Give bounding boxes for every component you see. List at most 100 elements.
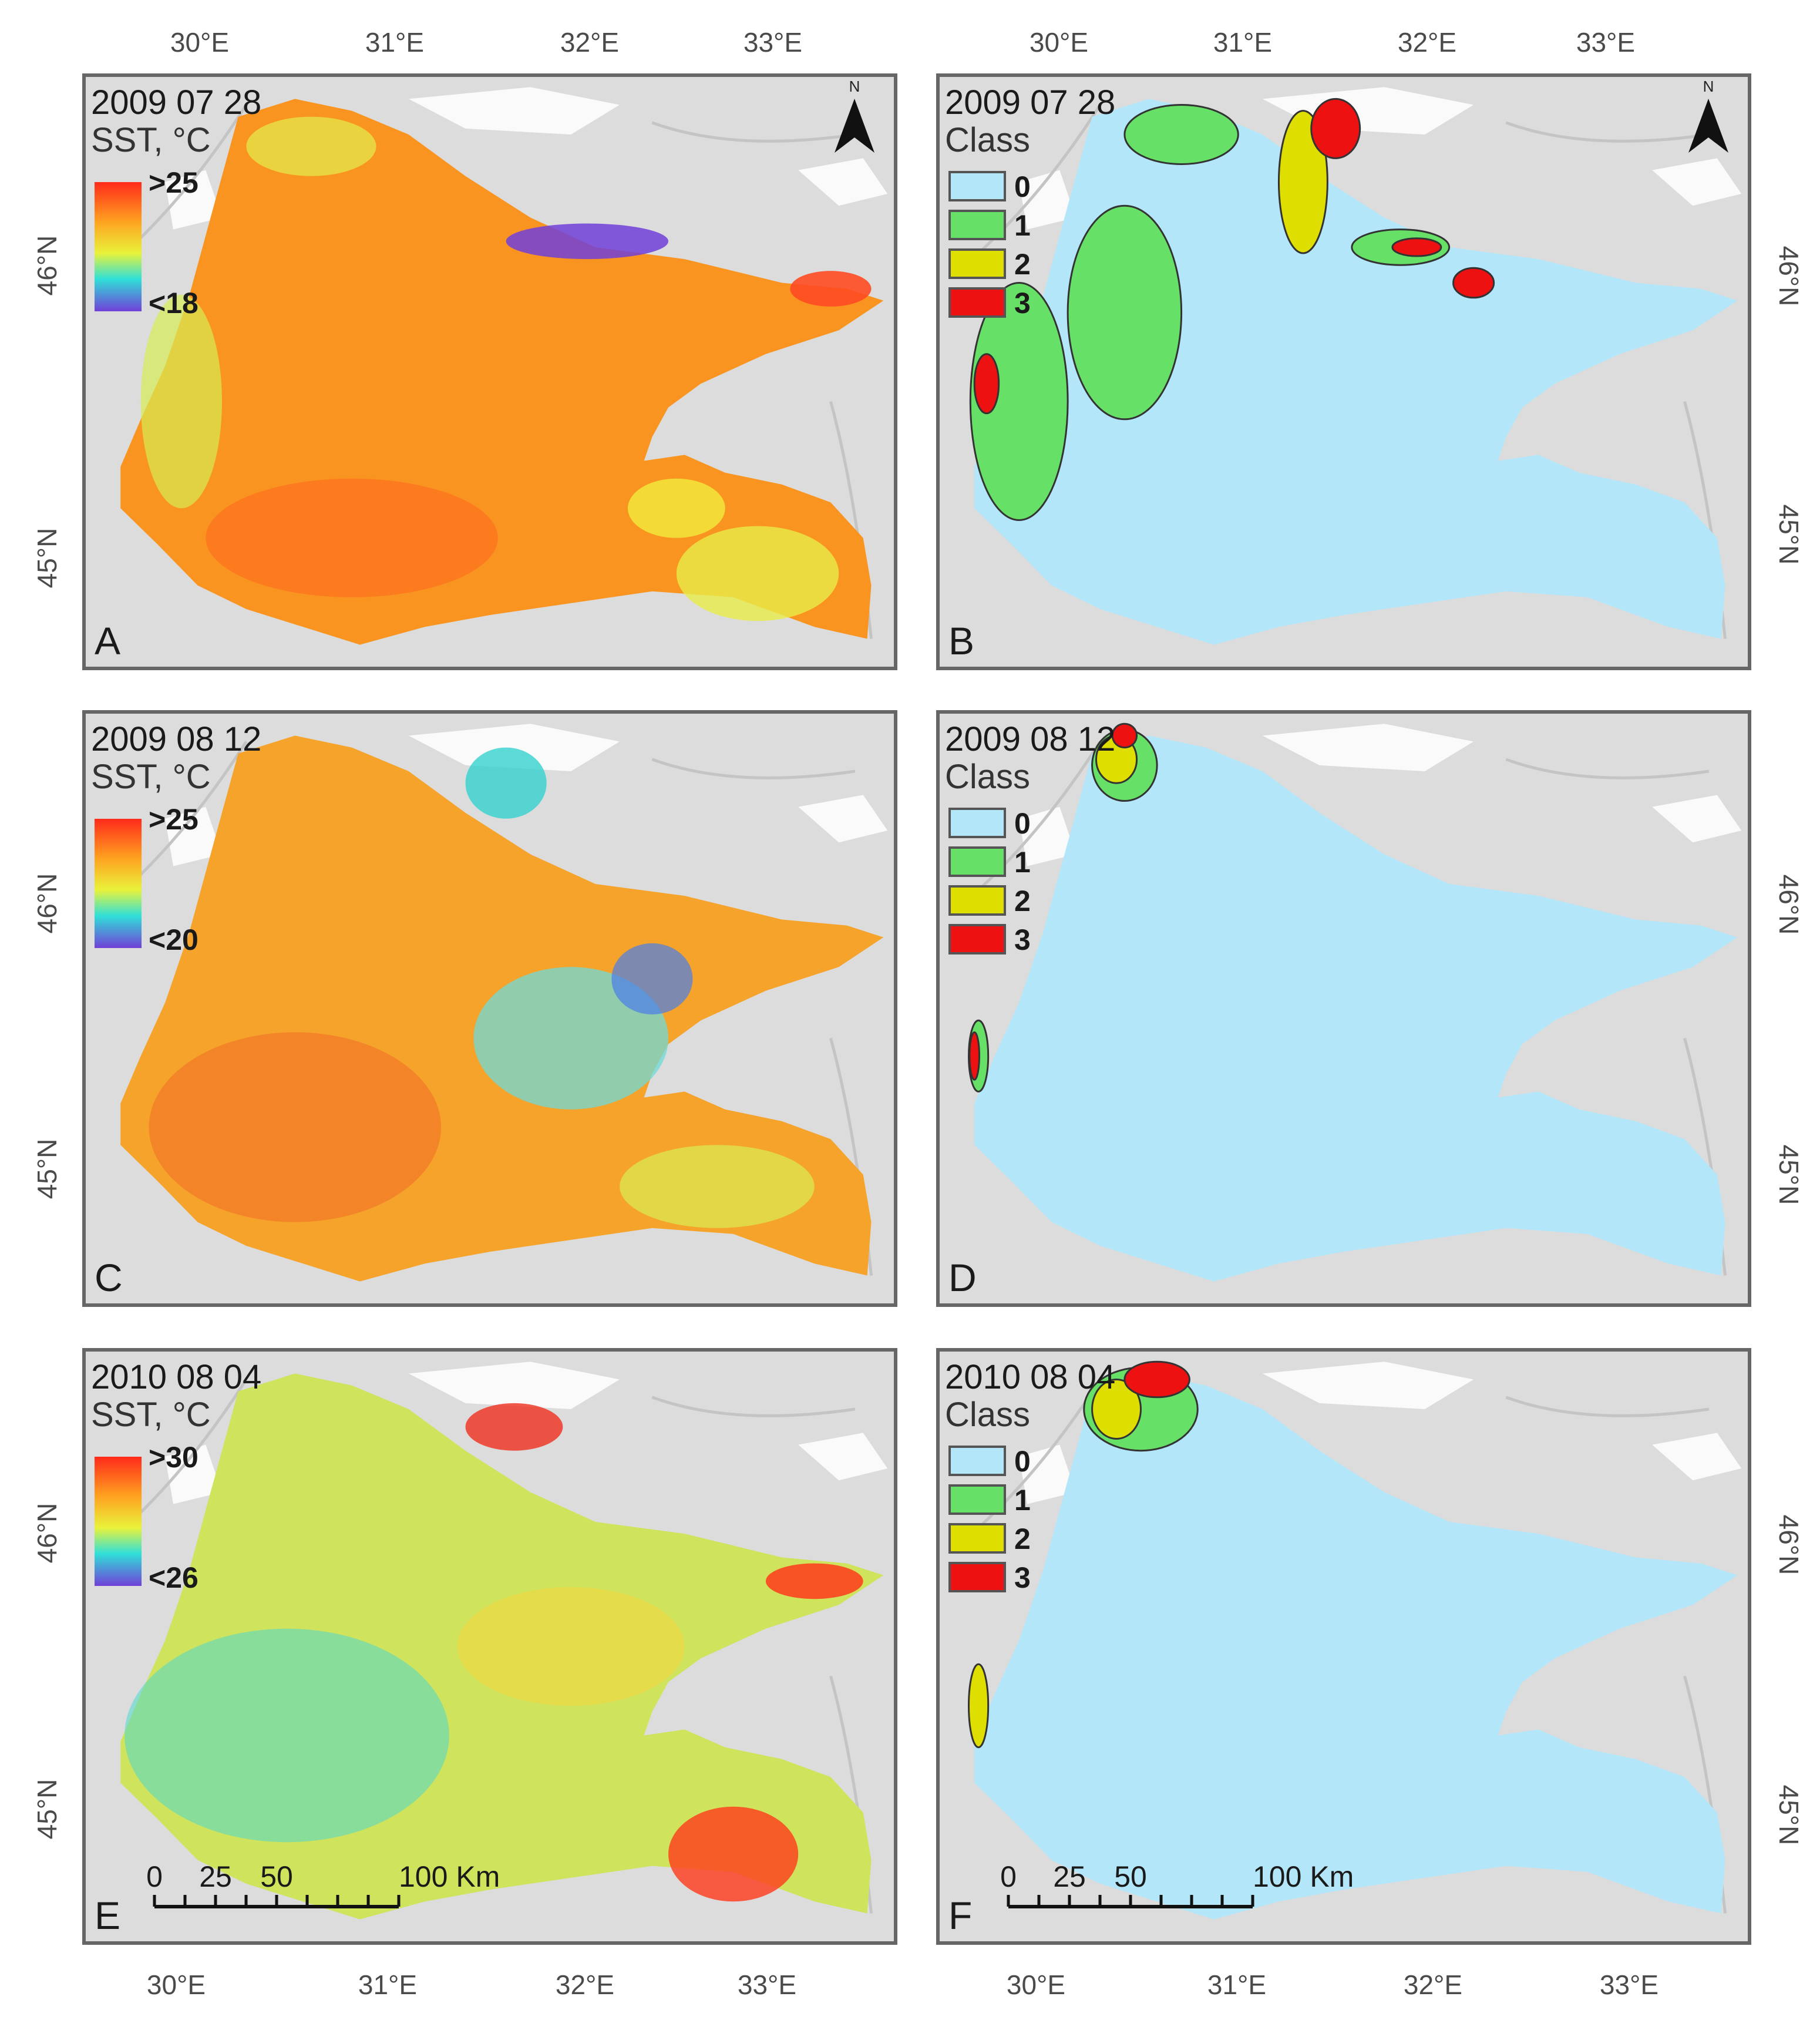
class-patch xyxy=(1091,1379,1142,1440)
lat-label: 46°N xyxy=(1774,875,1804,935)
river-line xyxy=(651,121,856,143)
panel-letter: D xyxy=(948,1256,977,1299)
map-content xyxy=(84,75,896,668)
north-arrow-label: N xyxy=(849,78,860,95)
scale-bar-label: 25 xyxy=(199,1860,232,1893)
class-label-1: 1 xyxy=(1014,846,1031,879)
map-layers xyxy=(938,1350,1750,1943)
panel-date: 2009 08 12 xyxy=(945,720,1115,758)
water-body xyxy=(1262,724,1474,771)
lon-label: 33°E xyxy=(744,27,802,58)
lon-label: 33°E xyxy=(1576,27,1635,58)
water-body xyxy=(408,87,620,135)
river-line xyxy=(651,758,856,779)
panel-title: SST, °C xyxy=(91,121,211,159)
scale-bar-label: 0 xyxy=(1000,1860,1017,1893)
sst-legend: >30 <26 xyxy=(95,1441,199,1594)
north-arrow-icon: N xyxy=(1688,78,1728,153)
class-label-2: 2 xyxy=(1014,248,1031,281)
panel-frame xyxy=(82,710,897,1307)
panel-title: Class xyxy=(945,1396,1030,1434)
sea-class-0 xyxy=(974,1373,1738,1920)
class-patch xyxy=(1123,1360,1190,1399)
lat-label: 45°N xyxy=(1774,1785,1804,1846)
river-line xyxy=(1505,121,1710,143)
class-label-0: 0 xyxy=(1014,807,1031,840)
map-content xyxy=(938,712,1750,1305)
sst-colorbar xyxy=(95,182,142,311)
sst-plume xyxy=(611,943,693,1015)
class-patch xyxy=(1111,722,1138,749)
map-content xyxy=(938,1350,1750,1943)
scale-bar: 0 25 50 100 Km xyxy=(1000,1860,1354,1908)
panel-date: 2009 07 28 xyxy=(91,83,261,122)
panel-title: Class xyxy=(945,121,1030,159)
class-swatch-2 xyxy=(948,1523,1006,1554)
class-patch xyxy=(1310,98,1361,159)
sst-legend: >25 <20 xyxy=(95,803,199,956)
sea-class-0 xyxy=(974,99,1738,645)
class-patch xyxy=(968,1663,990,1749)
river-line xyxy=(1505,758,1710,779)
class-legend: 0 1 2 3 xyxy=(948,170,1031,320)
water-body xyxy=(1652,795,1742,843)
sst-plume xyxy=(206,478,498,597)
scale-bar-label: 50 xyxy=(1114,1860,1147,1893)
class-patch xyxy=(969,282,1069,521)
sst-plume xyxy=(246,116,376,176)
map-content xyxy=(84,1350,896,1943)
class-label-0: 0 xyxy=(1014,170,1031,203)
panel-title: SST, °C xyxy=(91,758,211,796)
sea-class-0 xyxy=(974,735,1738,1282)
class-label-0: 0 xyxy=(1014,1445,1031,1478)
map-content xyxy=(938,75,1750,668)
lon-label: 32°E xyxy=(560,27,619,58)
north-arrow-shape xyxy=(835,99,874,153)
map-layers xyxy=(84,75,896,668)
panel-letter: C xyxy=(95,1256,123,1299)
class-label-1: 1 xyxy=(1014,1484,1031,1517)
lon-label: 30°E xyxy=(1030,27,1088,58)
sst-plume xyxy=(668,1806,799,1902)
lon-labels-bottom: 30°E 31°E 32°E 33°E 30°E 31°E 32°E 33°E xyxy=(147,1969,1658,2000)
panel-letter: F xyxy=(948,1894,972,1937)
class-swatch-1 xyxy=(948,1484,1006,1515)
sst-plume xyxy=(506,223,669,260)
sst-plume xyxy=(790,271,872,307)
water-body xyxy=(165,170,222,230)
panel-frame xyxy=(82,73,897,670)
class-patch xyxy=(968,1031,980,1081)
sst-legend-max: >25 xyxy=(149,166,199,199)
sst-plume xyxy=(149,1032,442,1222)
class-legend: 0 1 2 3 xyxy=(948,1445,1031,1594)
sst-plume xyxy=(473,967,669,1110)
sst-legend-max: >25 xyxy=(149,803,199,836)
lat-label: 45°N xyxy=(32,528,62,589)
class-swatch-1 xyxy=(948,210,1006,240)
panel-date: 2010 08 04 xyxy=(91,1358,261,1396)
scale-bar-label: 100 Km xyxy=(399,1860,500,1893)
sst-legend-min: <18 xyxy=(149,287,199,320)
class-swatch-1 xyxy=(948,846,1006,877)
lon-label: 31°E xyxy=(1207,1969,1266,2000)
lon-labels-top: 30°E 31°E 32°E 33°E 30°E 31°E 32°E 33°E xyxy=(170,27,1635,58)
water-body xyxy=(1652,1433,1742,1481)
water-body xyxy=(408,1362,620,1409)
sst-plume xyxy=(125,1628,449,1843)
lon-label: 30°E xyxy=(147,1969,206,2000)
sst-colorbar xyxy=(95,1457,142,1586)
scale-bar-label: 0 xyxy=(146,1860,163,1893)
lon-label: 30°E xyxy=(170,27,229,58)
water-body xyxy=(1652,158,1742,206)
scale-bar-label: 25 xyxy=(1053,1860,1086,1893)
lat-label: 46°N xyxy=(32,873,62,934)
lon-label: 33°E xyxy=(1600,1969,1658,2000)
panel-title: SST, °C xyxy=(91,1396,211,1434)
scale-bar-label: 50 xyxy=(260,1860,293,1893)
water-body xyxy=(798,158,888,206)
lon-label: 31°E xyxy=(365,27,424,58)
